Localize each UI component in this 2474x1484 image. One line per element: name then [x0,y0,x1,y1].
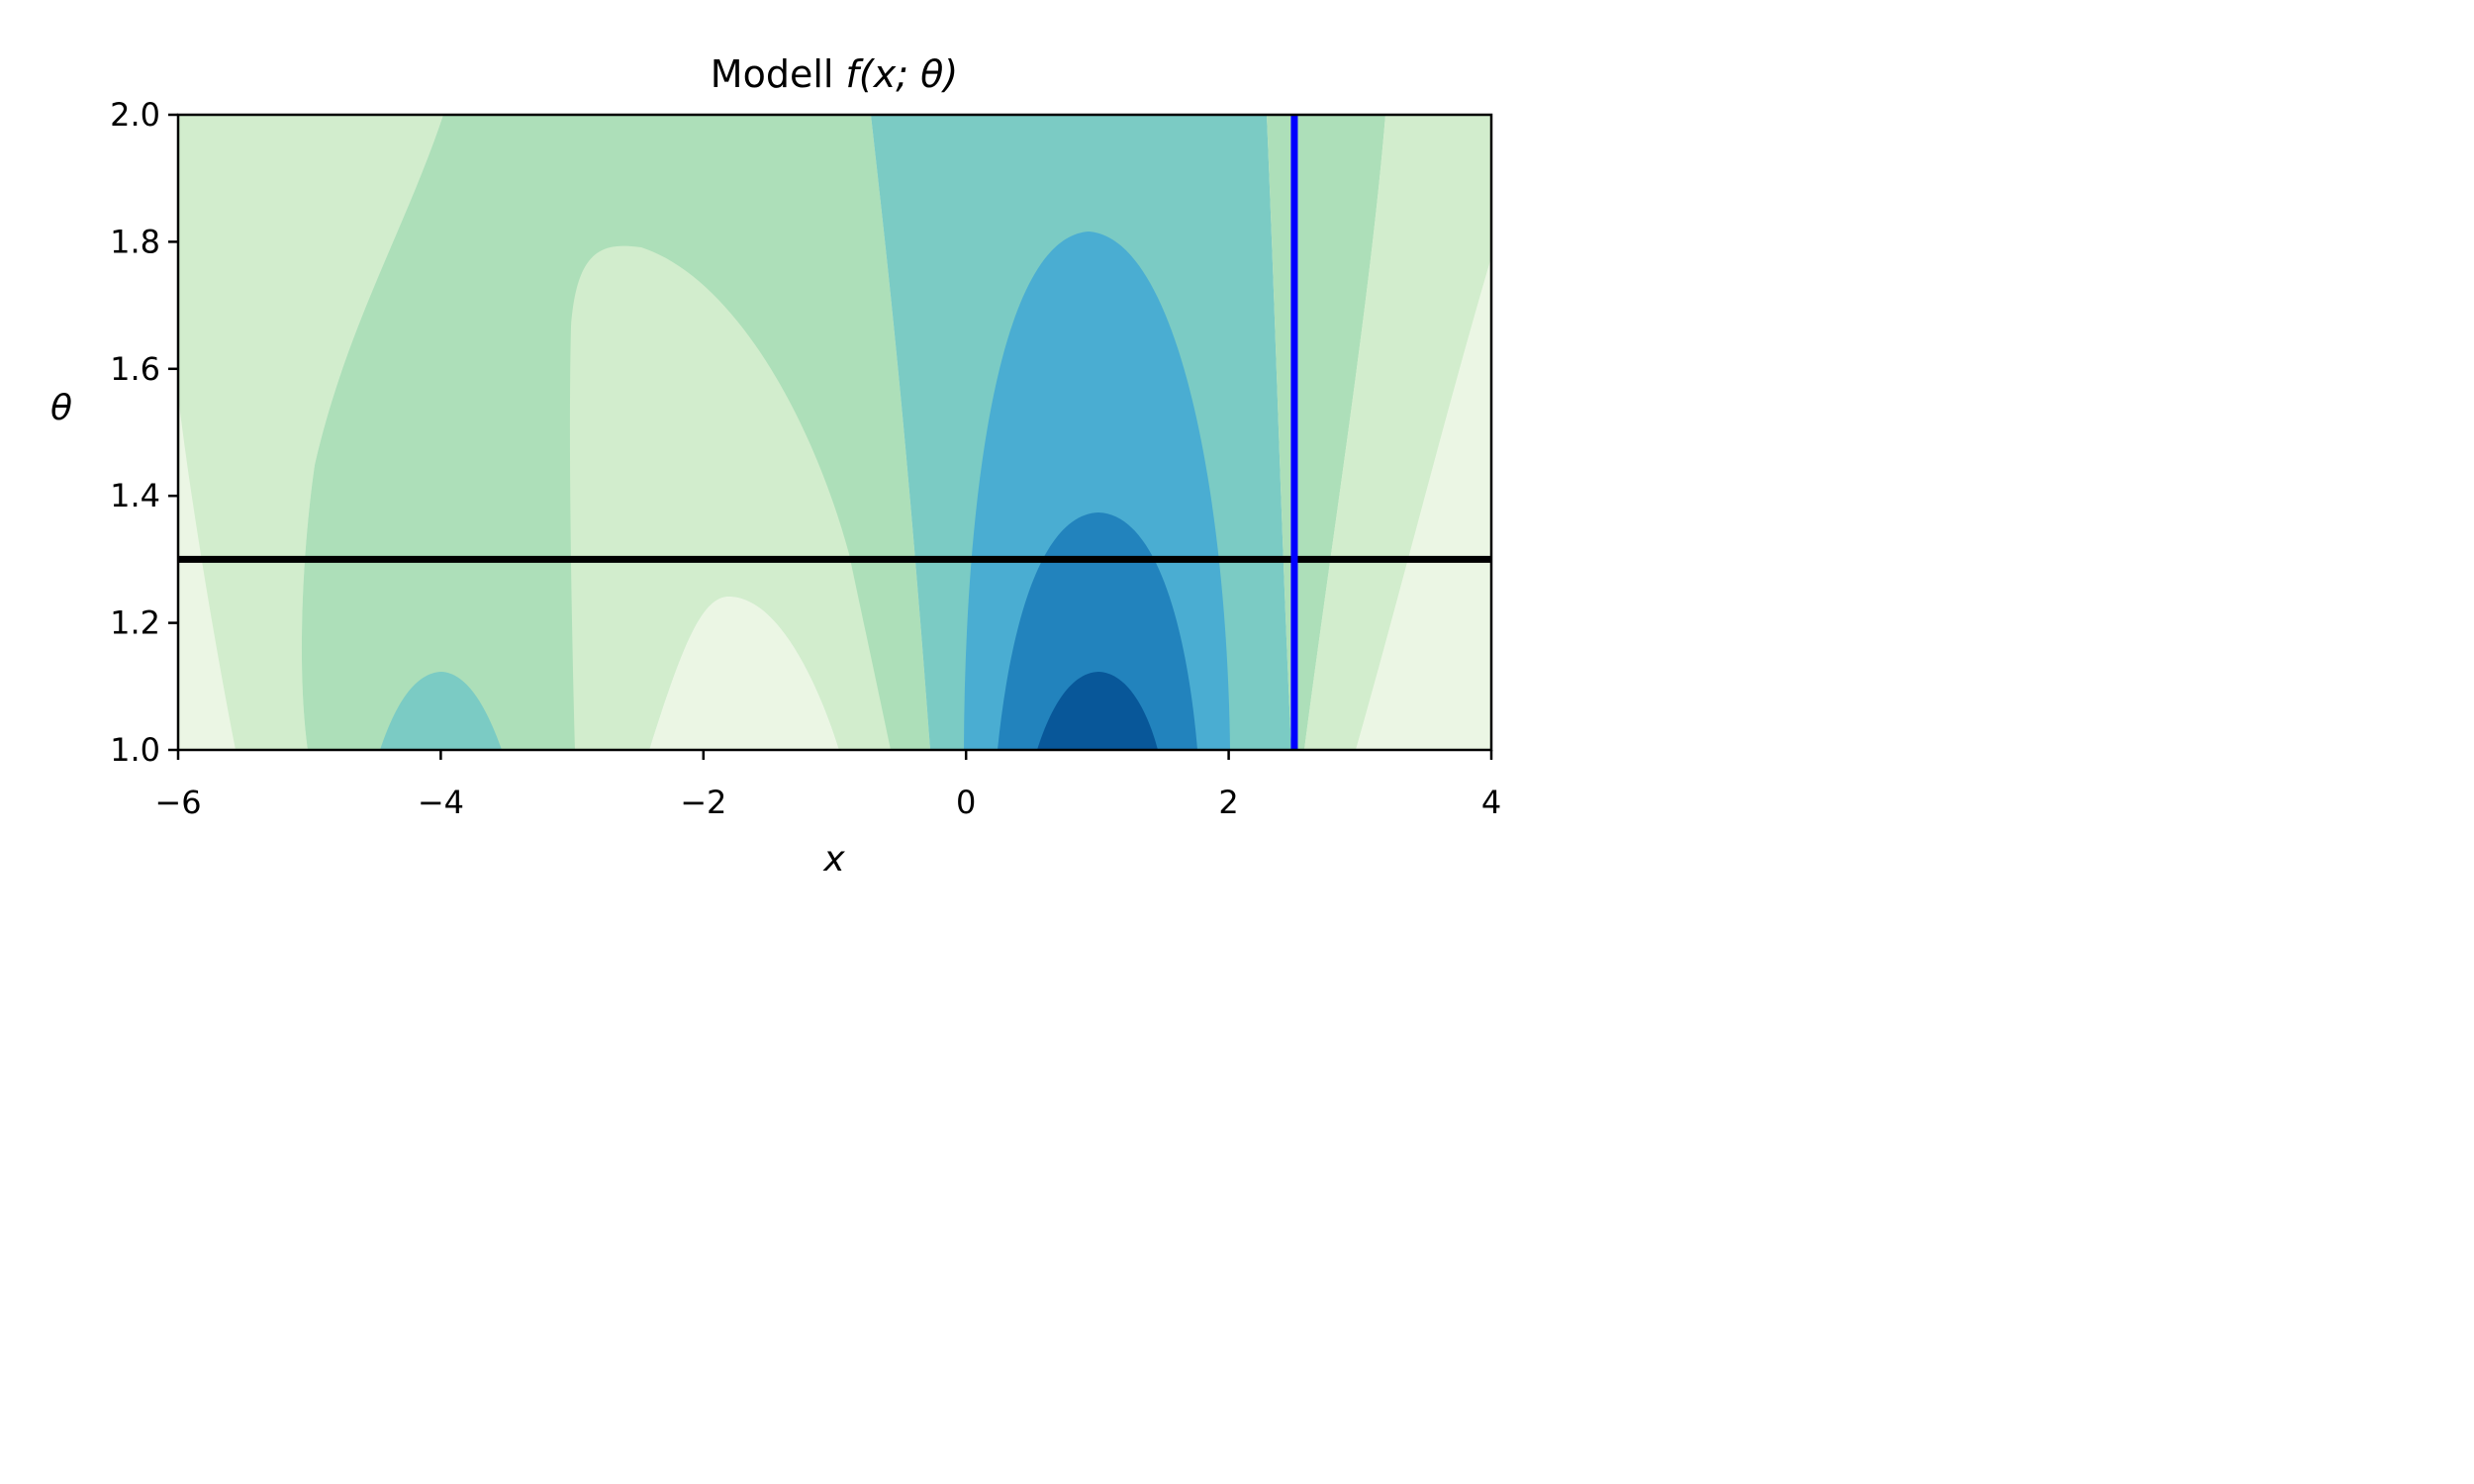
x-axis: −6 −4 −2 0 2 4 [154,750,1501,821]
y-axis-label: θ [50,388,72,428]
y-tick-label: 2.0 [110,96,160,134]
reference-lines [178,115,1491,750]
contour-chart: Modell f(x; θ) −6 −4 −2 0 2 4 1.0 1.2 1.4 1.6 1.8… [50,52,1501,880]
y-tick-label: 1.4 [110,477,160,514]
contour-region-11 [998,512,1197,750]
contour-region-9 [380,672,502,750]
x-tick-label: −4 [418,784,464,821]
contour-region-12 [1037,672,1158,750]
x-tick-label: −2 [680,784,726,821]
contour-region-6 [1356,257,1491,750]
plot-frame [176,113,1493,752]
y-tick-label: 1.8 [110,223,160,260]
y-tick-label: 1.0 [110,731,160,769]
contour-region-7 [569,245,891,750]
contour-region-1 [178,115,443,750]
contour-fill-layer [178,115,1491,750]
x-tick-label: 0 [956,784,976,821]
x-axis-label: x [822,839,845,880]
contour-region-8 [649,596,839,750]
x-tick-label: 2 [1218,784,1238,821]
chart-title: Modell f(x; θ) [711,52,958,96]
x-tick-label: 4 [1481,784,1501,821]
y-tick-label: 1.6 [110,350,160,388]
y-tick-label: 1.2 [110,604,160,642]
y-axis: 1.0 1.2 1.4 1.6 1.8 2.0 [110,96,178,769]
contour-region-5 [1304,115,1491,750]
x-tick-label: −6 [154,784,201,821]
plot-area [178,115,1491,750]
